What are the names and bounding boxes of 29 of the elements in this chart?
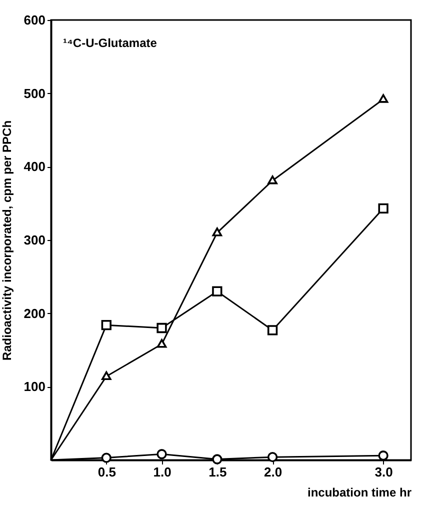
point [268,176,278,184]
point [378,450,388,461]
point [101,320,112,330]
point [102,371,112,380]
point [212,454,222,464]
y-tick-label: 100 [24,379,46,394]
x-tick-label: 1.5 [208,464,227,480]
point [156,339,167,348]
y-tick-label: 500 [24,86,46,101]
y-axis-title: Radioactivity incorporated, cpm per PPCh [0,120,14,361]
y-tick-label: 300 [24,232,46,248]
x-axis-title: incubation time hr [307,486,412,500]
point [378,94,388,103]
point [378,203,388,214]
point [101,452,112,463]
point [267,325,278,336]
y-tick-label: 600 [24,12,46,28]
point [156,449,167,460]
y-tick-label: 200 [24,306,46,321]
point [267,452,278,462]
annotation: ¹⁴C-U-Glutamate [63,36,158,50]
x-tick-label: 3.0 [374,464,393,480]
x-tick-label: 0.5 [98,464,116,480]
y-tick-label: 400 [24,159,46,174]
x-tick-label: 1.0 [153,464,172,480]
x-tick-label: 2.0 [264,464,282,480]
point [212,286,222,296]
point [156,322,167,334]
point [212,228,222,236]
